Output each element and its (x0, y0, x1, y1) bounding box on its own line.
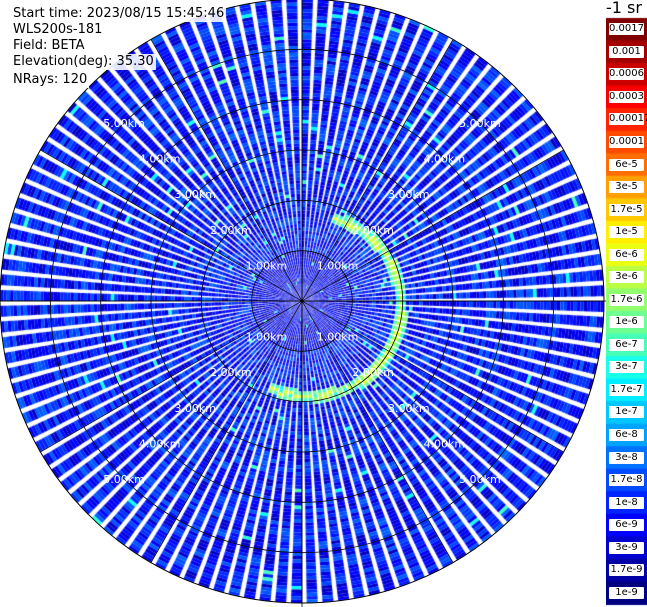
range-ring-label: 2.00km (210, 224, 252, 237)
range-ring-label: 5.00km (103, 473, 145, 486)
colorbar-tick-label: 0.0003 (609, 90, 644, 103)
range-ring-label: 1.00km (246, 259, 288, 272)
colorbar-tick-label: 3e-7 (609, 361, 644, 374)
range-ring-label: 1.00km (317, 259, 359, 272)
colorbar-tick-label: 1.7e-5 (609, 203, 644, 216)
range-ring-label: 3.00km (388, 188, 430, 201)
range-ring-label: 4.00km (139, 153, 181, 166)
colorbar-tick-label: 1.7e-7 (609, 383, 644, 396)
colorbar-tick-label: 6e-9 (609, 519, 644, 532)
colorbar-tick-label: 1e-5 (609, 226, 644, 239)
colorbar-tick-label: 1.7e-9 (609, 564, 644, 577)
range-ring-label: 5.00km (459, 117, 501, 130)
range-ring-label: 3.00km (174, 188, 216, 201)
start-time-label: Start time: 2023/08/15 15:45:46 (11, 6, 227, 22)
colorbar-tick-label: 3e-6 (609, 271, 644, 284)
range-ring-label: 4.00km (139, 437, 181, 450)
colorbar-tick-label: 1.7e-6 (609, 293, 644, 306)
colorbar-tick-label: 1e-8 (609, 496, 644, 509)
nrays-label: NRays: 120 (11, 72, 90, 88)
colorbar-tick-label: 0.0006 (609, 68, 644, 81)
colorbar-tick-label: 6e-5 (609, 158, 644, 171)
range-ring-label: 5.00km (103, 117, 145, 130)
colorbar-tick-label: 0.001 (609, 45, 644, 58)
range-ring-label: 5.00km (459, 473, 501, 486)
range-ring-label: 3.00km (174, 402, 216, 415)
colorbar-tick-label: 0.0001 (609, 135, 644, 148)
colorbar-tick-label: 6e-8 (609, 428, 644, 441)
colorbar-tick-label: 1.7e-8 (609, 474, 644, 487)
range-ring-label: 2.00km (210, 366, 252, 379)
colorbar-tick-label: 0.0017 (609, 23, 644, 36)
colorbar-tick-label: 0.00017 (609, 113, 647, 126)
field-label: Field: BETA (11, 38, 87, 54)
range-ring-label: 2.00km (352, 366, 394, 379)
colorbar-tick-label: 6e-7 (609, 338, 644, 351)
range-ring-label: 3.00km (388, 402, 430, 415)
colorbar-unit-label: -1 sr (606, 0, 642, 17)
range-ring-label: 2.00km (352, 224, 394, 237)
range-ring-label: 4.00km (424, 437, 466, 450)
colorbar-tick-label: 3e-5 (609, 181, 644, 194)
range-ring-label: 1.00km (317, 331, 359, 344)
range-ring-label: 4.00km (424, 153, 466, 166)
colorbar-tick-label: 3e-8 (609, 451, 644, 464)
colorbar-tick-label: 6e-6 (609, 248, 644, 261)
colorbar-tick-label: 1e-9 (609, 586, 644, 599)
range-ring-label: 1.00km (246, 331, 288, 344)
colorbar-tick-label: 1e-7 (609, 406, 644, 419)
colorbar-tick-label: 3e-9 (609, 541, 644, 554)
elevation-label: Elevation(deg): 35.30 (11, 54, 156, 70)
colorbar-tick-label: 1e-6 (609, 316, 644, 329)
device-label: WLS200s-181 (11, 22, 105, 38)
